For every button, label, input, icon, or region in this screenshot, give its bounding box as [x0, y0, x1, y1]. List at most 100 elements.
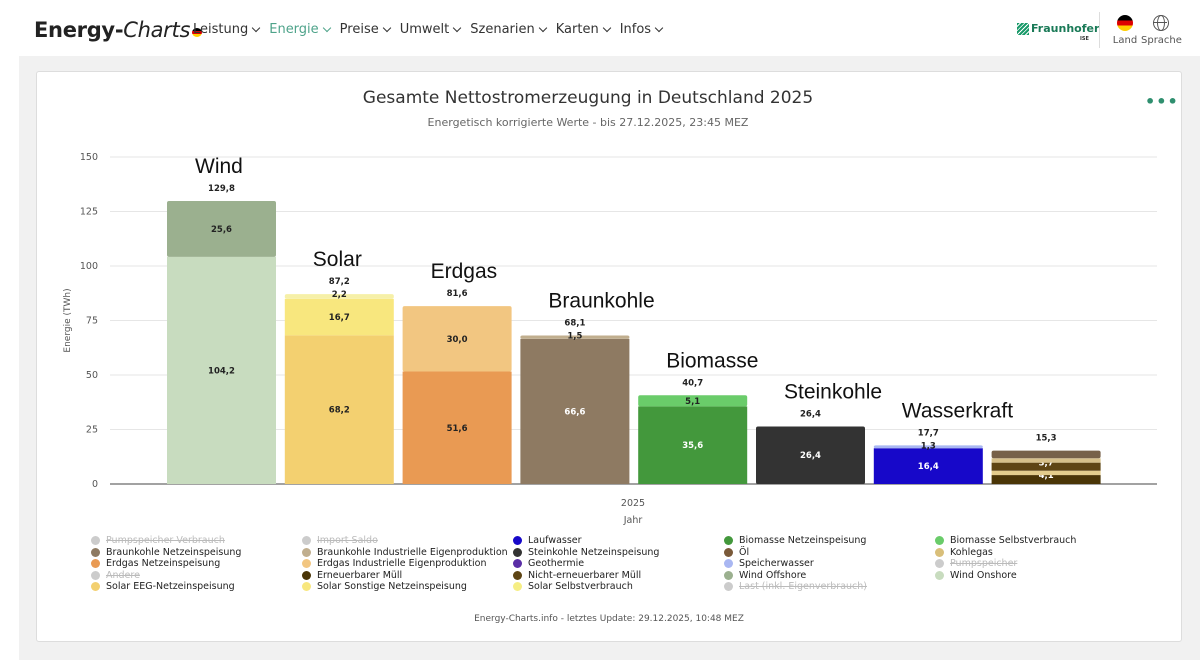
- category-label-wasserkraft: Wasserkraft: [902, 399, 1013, 422]
- bar-segment: [284, 294, 394, 299]
- legend-label: Erneuerbarer Müll: [317, 569, 403, 581]
- legend-label: Solar Selbstverbrauch: [528, 581, 633, 592]
- segment-value-label: 68,2: [329, 406, 350, 416]
- legend-dot-icon: [724, 559, 733, 568]
- bar-segment: [284, 335, 394, 484]
- legend-dot-icon: [91, 570, 100, 580]
- legend-item[interactable]: Braunkohle Netzeinspeisung: [91, 547, 241, 558]
- category-label-wind: Wind: [195, 155, 243, 178]
- legend-dot-icon: [513, 559, 522, 568]
- legend-item[interactable]: Speicherwasser: [724, 558, 814, 569]
- legend-item[interactable]: Wind Offshore: [724, 570, 806, 581]
- legend-item[interactable]: Kohlegas: [935, 547, 993, 558]
- y-tick-label: 75: [86, 316, 98, 327]
- legend-label: Andere: [106, 569, 140, 581]
- energy-charts-logo[interactable]: Energy-Charts: [34, 18, 203, 42]
- legend-item[interactable]: Wind Onshore: [935, 570, 1017, 581]
- segment-value-label: 51,6: [447, 424, 468, 434]
- fraunhofer-mark-icon: [1017, 23, 1029, 35]
- legend-item[interactable]: Solar EEG-Netzeinspeisung: [91, 581, 235, 592]
- nav-item-energie[interactable]: Energie: [269, 22, 331, 37]
- bar-segment: [167, 201, 276, 257]
- nav-item-infos[interactable]: Infos: [620, 22, 664, 37]
- bar-total-label: 129,8: [208, 184, 235, 194]
- chart-menu-button[interactable]: •••: [1145, 92, 1179, 111]
- legend-label: Wind Onshore: [950, 569, 1017, 581]
- bar-segment: [991, 462, 1101, 471]
- segment-value-label: 30,0: [447, 335, 468, 345]
- legend-item[interactable]: Last (inkl. Eigenverbrauch): [724, 581, 867, 592]
- legend-label: Wind Offshore: [739, 569, 807, 581]
- category-label-steinkohle: Steinkohle: [784, 380, 882, 403]
- legend-item[interactable]: Erdgas Netzeinspeisung: [91, 558, 220, 569]
- segment-value-label: 1,5: [567, 332, 582, 342]
- bar-segment: [638, 395, 748, 407]
- legend-item[interactable]: Solar Selbstverbrauch: [513, 581, 633, 592]
- legend-item[interactable]: Biomasse Selbstverbrauch: [935, 535, 1076, 546]
- y-tick-label: 25: [86, 425, 98, 436]
- legend-dot-icon: [302, 536, 311, 545]
- x-axis-label: Jahr: [623, 515, 643, 526]
- bar-segment: [167, 256, 276, 484]
- legend-item[interactable]: Geothermie: [513, 558, 584, 569]
- legend-item[interactable]: Import Saldo: [302, 535, 378, 546]
- legend-item[interactable]: Erdgas Industrielle Eigenproduktion: [302, 558, 487, 569]
- legend-item[interactable]: Braunkohle Industrielle Eigenproduktion: [302, 547, 508, 558]
- header-divider: [1099, 12, 1100, 48]
- germany-flag-icon: [1117, 15, 1133, 31]
- legend-item[interactable]: Andere: [91, 570, 140, 581]
- bar-segment: [873, 448, 983, 484]
- legend-label: Biomasse Netzeinspeisung: [739, 535, 867, 546]
- nav-item-leistung[interactable]: Leistung: [193, 22, 261, 37]
- fraunhofer-logo[interactable]: Fraunhofer ISE: [1017, 22, 1099, 42]
- legend-label: Pumpspeicher Verbrauch: [106, 535, 225, 546]
- legend-item[interactable]: Biomasse Netzeinspeisung: [724, 535, 866, 546]
- segment-value-label: 25,6: [211, 225, 232, 235]
- x-tick-label: 2025: [621, 498, 645, 509]
- legend-dot-icon: [724, 582, 733, 591]
- nav-item-szenarien[interactable]: Szenarien: [470, 22, 547, 37]
- legend-item[interactable]: Pumpspeicher: [935, 558, 1017, 569]
- legend-item[interactable]: Öl: [724, 547, 749, 558]
- language-selector[interactable]: Sprache: [1141, 15, 1182, 46]
- nav-item-preise[interactable]: Preise: [339, 22, 391, 37]
- segment-value-label: 16,4: [918, 462, 939, 472]
- legend-dot-icon: [513, 582, 522, 591]
- y-axis-label: Energie (TWh): [63, 288, 73, 352]
- legend-dot-icon: [302, 582, 311, 591]
- bar-segment: [402, 371, 512, 484]
- chart-title: Gesamte Nettostromerzeugung in Deutschla…: [362, 88, 814, 108]
- legend-dot-icon: [91, 582, 100, 591]
- legend-item[interactable]: Pumpspeicher Verbrauch: [91, 535, 225, 546]
- segment-value-label: 2,2: [332, 290, 347, 300]
- legend-label: Braunkohle Netzeinspeisung: [106, 546, 242, 558]
- legend-label: Erdgas Netzeinspeisung: [106, 558, 221, 569]
- y-tick-label: 0: [92, 479, 98, 490]
- legend-item[interactable]: Laufwasser: [513, 535, 582, 546]
- nav-item-umwelt[interactable]: Umwelt: [399, 22, 462, 37]
- legend-item[interactable]: Steinkohle Netzeinspeisung: [513, 547, 659, 558]
- nav-label: Leistung: [193, 22, 249, 37]
- bar-segment: [991, 475, 1101, 484]
- chart-subtitle: Energetisch korrigierte Werte - bis 27.1…: [427, 116, 749, 129]
- nav-label: Umwelt: [399, 22, 450, 37]
- nav-label: Energie: [269, 22, 319, 37]
- segment-value-label: 16,7: [329, 313, 350, 323]
- legend-dot-icon: [935, 536, 944, 545]
- legend-item[interactable]: Nicht-erneuerbarer Müll: [513, 570, 641, 581]
- nav-item-karten[interactable]: Karten: [555, 22, 611, 37]
- legend-label: Steinkohle Netzeinspeisung: [528, 546, 660, 558]
- bar-segment: [756, 426, 865, 484]
- legend-item[interactable]: Solar Sonstige Netzeinspeisung: [302, 581, 467, 592]
- legend-item[interactable]: Erneuerbarer Müll: [302, 570, 402, 581]
- nav-label: Preise: [339, 22, 379, 37]
- y-tick-label: 150: [80, 152, 98, 163]
- country-selector[interactable]: Land: [1105, 15, 1145, 46]
- brand-italic: Charts: [123, 18, 191, 42]
- bar-total-label: 87,2: [329, 277, 350, 287]
- nav-label: Karten: [555, 22, 599, 37]
- category-label-biomasse: Biomasse: [666, 349, 758, 372]
- segment-value-label: 1,3: [921, 441, 936, 451]
- legend-label: Biomasse Selbstverbrauch: [950, 535, 1077, 546]
